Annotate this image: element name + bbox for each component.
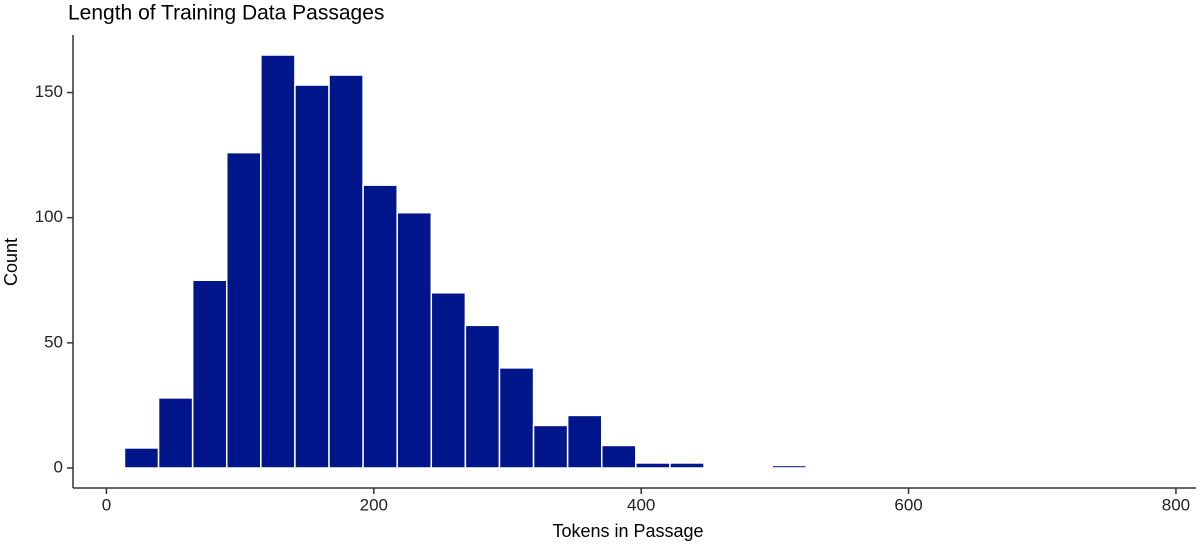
y-tick-label: 0 [54, 457, 63, 476]
bar [532, 424, 569, 469]
bar [600, 444, 637, 469]
bar [430, 292, 467, 469]
bar [191, 279, 228, 469]
y-tick-label: 50 [44, 332, 63, 351]
bar [566, 414, 603, 469]
bar [669, 462, 705, 469]
y-tick-label: 150 [35, 82, 63, 101]
chart-title: Length of Training Data Passages [68, 2, 384, 25]
bar [225, 151, 262, 469]
x-tick-label: 200 [360, 495, 388, 514]
bar [157, 397, 194, 469]
bar [123, 447, 160, 469]
x-axis-title: Tokens in Passage [552, 521, 703, 541]
x-tick-label: 600 [894, 495, 922, 514]
bar [294, 84, 330, 469]
x-tick-label: 400 [627, 495, 655, 514]
bar [362, 184, 398, 469]
bar [328, 74, 364, 469]
bar [771, 464, 808, 469]
x-tick-label: 800 [1162, 495, 1190, 514]
y-axis-title: Count [1, 238, 21, 286]
bar [396, 211, 433, 469]
bar [635, 462, 671, 469]
bar [464, 324, 501, 469]
x-tick-label: 0 [102, 495, 111, 514]
y-tick-label: 100 [35, 207, 63, 226]
bar [498, 367, 535, 469]
bar [260, 54, 296, 469]
